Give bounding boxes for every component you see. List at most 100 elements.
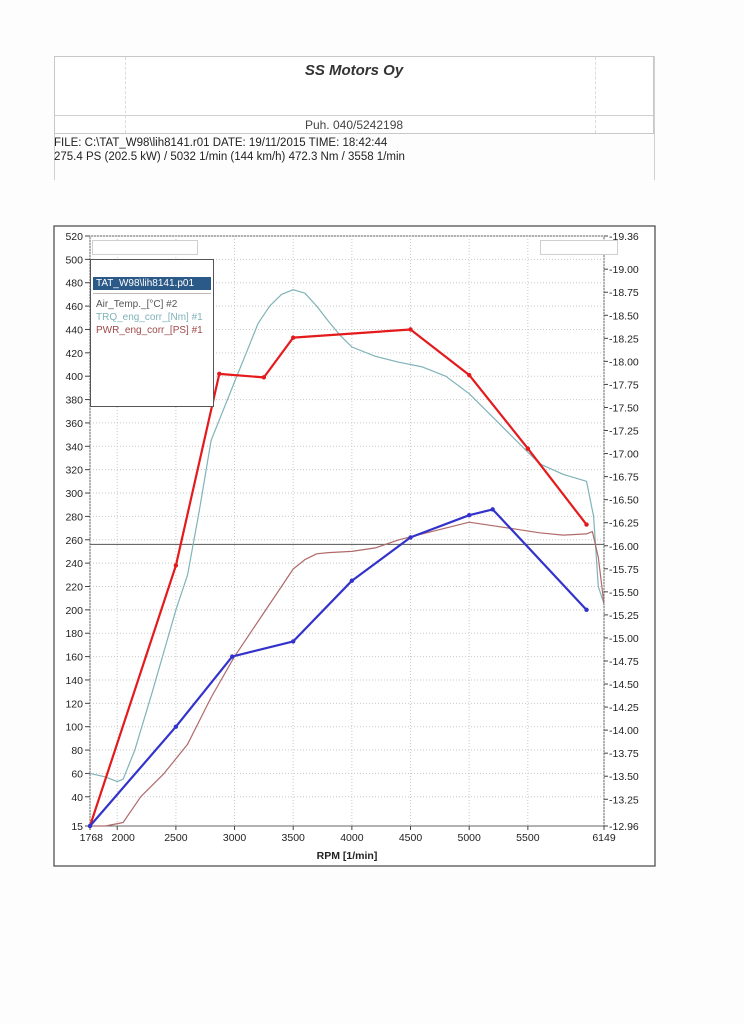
y-right-tick-label: -15.00 [609,633,639,645]
data-point [584,607,589,613]
y-right-tick-label: -19.00 [609,264,639,276]
y-left-tick-label: 300 [65,488,83,500]
y-right-tick-label: -12.96 [609,821,639,833]
company-name: SS Motors Oy [304,62,404,79]
series-line [89,289,605,783]
y-right-tick-label: -15.50 [609,587,639,599]
y-right-tick-label: -14.00 [609,725,639,737]
x-axis-label: RPM [1/min] [317,850,378,862]
company-phone: Puh. 040/5242198 [304,118,404,132]
y-right-tick-label: -15.75 [609,564,639,576]
x-tick-label: 5000 [458,832,482,844]
y-left-tick-label: 440 [65,324,83,336]
series-line [90,521,605,827]
data-point [173,563,179,568]
y-left-tick-label: 120 [65,698,83,710]
y-right-tick-label: -14.50 [609,679,639,691]
data-point [291,639,296,644]
y-left-tick-label: 80 [71,745,83,757]
x-tick-label: 4500 [399,832,423,844]
file-info: FILE: C:\TAT_W98\lih8141.r01 DATE: 19/11… [54,137,388,149]
header-divider [55,115,653,116]
y-left-tick-label: 60 [71,768,83,780]
y-left-tick-label: 380 [65,395,83,407]
y-left-tick-label: 360 [65,418,83,430]
legend-item: PWR_eng_corr_[PS] #1 [96,325,203,336]
data-point [466,513,472,518]
x-tick-label: 3000 [223,832,247,844]
y-left-tick-label: 340 [65,441,83,453]
y-left-tick-label: 100 [65,722,83,734]
data-point [466,372,472,378]
y-left-tick-label: 400 [65,371,83,383]
data-point [490,507,495,512]
y-left-tick-label: 180 [65,628,83,640]
data-point [408,327,413,332]
y-right-tick-label: -17.25 [609,426,639,438]
y-left-tick-label: 460 [65,301,83,313]
legend: TAT_W98\lih8141.p01 Air_Temp._[°C] #2 TRQ… [90,259,214,407]
y-left-tick-label: 40 [71,792,83,804]
result-info: 275.4 PS (202.5 kW) / 5032 1/min (144 km… [54,151,405,163]
data-point [408,535,413,540]
data-point [584,522,589,527]
x-tick-label: 6149 [592,832,616,844]
y-right-tick-label: -18.75 [609,287,639,299]
y-left-tick-label: 220 [65,581,83,593]
data-point [261,375,267,380]
chart-label-box [540,240,618,255]
y-right-tick-label: -16.25 [609,518,639,530]
y-right-tick-label: -18.25 [609,333,639,345]
y-left-tick-label: 160 [65,652,83,664]
header-guide [125,57,126,133]
data-point [291,335,296,340]
data-point [525,446,531,451]
y-left-tick-label: 200 [65,605,83,617]
y-left-tick-label: 260 [65,535,83,547]
y-left-tick-label: 320 [65,465,83,477]
y-right-tick-label: -16.50 [609,495,639,507]
legend-item: Air_Temp._[°C] #2 [96,299,178,310]
y-right-tick-label: -17.00 [609,449,639,461]
y-left-tick-label: 140 [65,675,83,687]
data-point [349,578,355,583]
y-right-tick-label: -13.50 [609,771,639,783]
x-tick-label: 5500 [516,832,540,844]
y-left-tick-label: 500 [65,254,83,266]
y-left-tick-label: 480 [65,278,83,290]
header-guide [595,57,596,133]
y-right-tick-label: -17.75 [609,379,639,391]
x-tick-label: 3500 [282,832,306,844]
y-right-tick-label: -18.50 [609,310,639,322]
y-right-tick-label: -14.75 [609,656,639,668]
y-right-tick-label: -16.00 [609,541,639,553]
x-tick-label: 2500 [164,832,188,844]
legend-divider [93,293,211,294]
legend-items: Air_Temp._[°C] #2 TRQ_eng_corr_[Nm] #1 PWR… [91,298,213,337]
data-point [173,724,179,729]
header-right-rule [654,56,655,180]
y-left-tick-label: 240 [65,558,83,570]
y-left-tick-label: 420 [65,348,83,360]
header-left-rule [54,134,55,180]
x-tick-label: 2000 [112,832,136,844]
data-point [87,823,93,829]
run-info: FILE: C:\TAT_W98\lih8141.r01 DATE: 19/11… [54,136,654,164]
chart-label-box [92,240,198,255]
y-right-tick-label: -13.25 [609,794,639,806]
x-tick-label: 1768 [80,832,104,844]
data-point [229,654,235,659]
y-right-tick-label: -14.25 [609,702,639,714]
legend-item: TRQ_eng_corr_[Nm] #1 [96,312,203,323]
y-right-tick-label: -16.75 [609,472,639,484]
y-right-tick-label: -15.25 [609,610,639,622]
y-left-tick-label: 15 [71,821,83,833]
y-left-tick-label: 520 [65,231,83,243]
x-tick-label: 4000 [340,832,364,844]
legend-title[interactable]: TAT_W98\lih8141.p01 [93,277,211,290]
y-right-tick-label: -17.50 [609,402,639,414]
y-left-tick-label: 280 [65,511,83,523]
header-box: SS Motors Oy Puh. 040/5242198 [54,56,654,134]
data-point [217,371,222,377]
